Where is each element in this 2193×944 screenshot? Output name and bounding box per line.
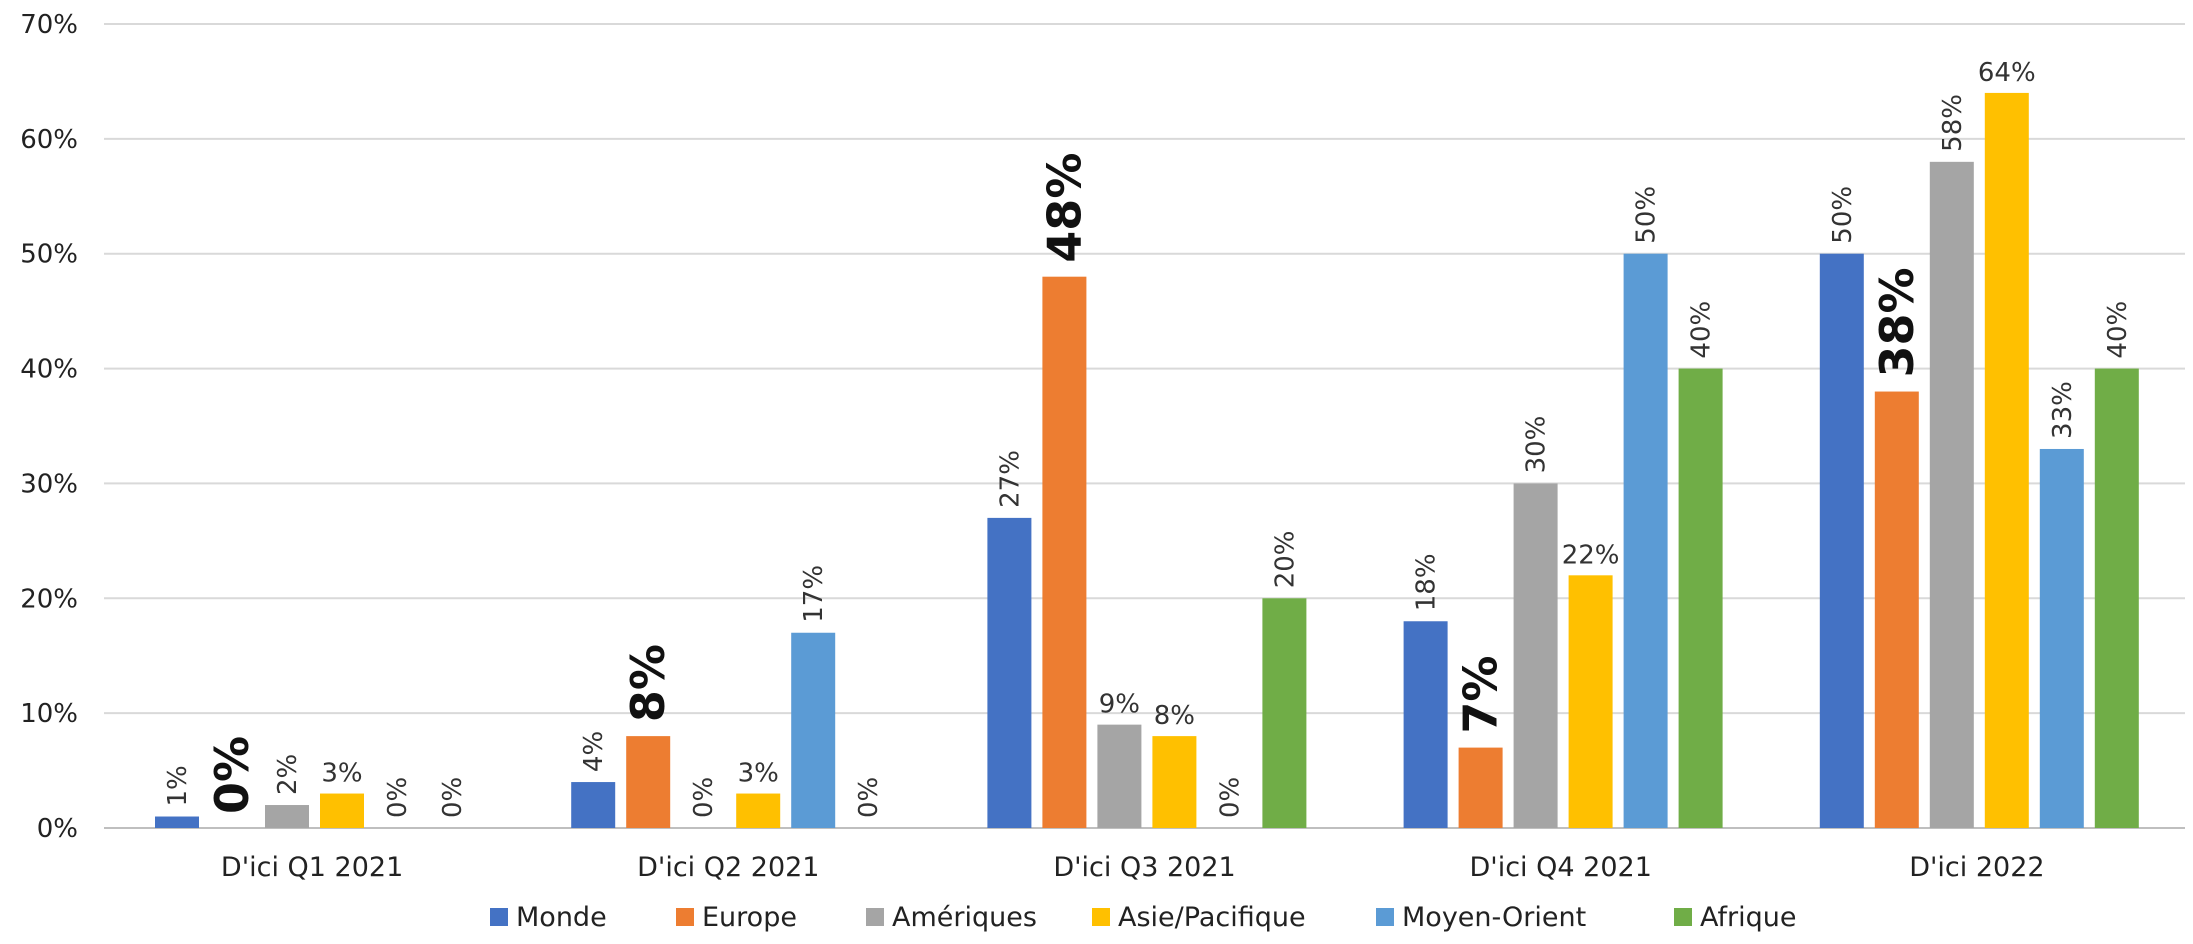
x-category-label: D'ici Q3 2021 <box>1053 852 1235 883</box>
bar <box>791 632 836 828</box>
data-label: 2% <box>273 754 303 795</box>
legend-label: Moyen-Orient <box>1402 902 1586 933</box>
y-tick-label: 30% <box>20 469 78 499</box>
data-label: 33% <box>2048 381 2078 439</box>
bar <box>320 793 364 828</box>
legend-label: Europe <box>702 902 797 933</box>
bar <box>1262 598 1307 828</box>
y-tick-label: 50% <box>20 240 78 270</box>
bar <box>1678 368 1723 828</box>
legend-label: Afrique <box>1700 902 1796 933</box>
data-label: 0% <box>854 777 884 818</box>
bar <box>1929 161 1974 829</box>
y-tick-label: 60% <box>20 125 78 155</box>
data-label: 22% <box>1562 540 1620 570</box>
legend-label: Asie/Pacifique <box>1118 902 1306 933</box>
legend-swatch <box>1674 908 1692 926</box>
bar <box>736 793 781 828</box>
x-axis: D'ici Q1 2021 D'ici Q2 2021 D'ici Q3 2021 D… <box>221 852 2045 883</box>
data-label: 20% <box>1270 530 1300 588</box>
data-label: 40% <box>1687 301 1717 359</box>
y-tick-label: 20% <box>20 584 78 614</box>
legend: Monde Europe Amériques Asie/Pacifique Moyen-… <box>490 902 1796 933</box>
data-label: 58% <box>1938 94 1968 152</box>
legend-swatch <box>490 908 508 926</box>
x-category-label: D'ici Q4 2021 <box>1470 852 1652 883</box>
gridlines <box>104 23 2185 829</box>
data-label: 8% <box>621 644 675 722</box>
x-category-label: D'ici 2022 <box>1909 852 2044 883</box>
bars <box>155 92 2139 829</box>
data-label: 18% <box>1412 553 1442 611</box>
data-label: 0% <box>689 777 719 818</box>
bar <box>265 805 309 828</box>
bar <box>1623 253 1668 828</box>
data-label: 17% <box>799 565 829 623</box>
legend-swatch <box>1092 908 1110 926</box>
data-label: 38% <box>1870 267 1924 377</box>
bar <box>1513 483 1558 828</box>
data-label: 0% <box>1215 777 1245 818</box>
legend-label: Monde <box>516 902 607 933</box>
bar <box>1984 92 2029 828</box>
data-label: 8% <box>1154 701 1195 731</box>
bar <box>2039 448 2084 828</box>
data-label: 0% <box>383 777 413 818</box>
bar <box>1042 276 1087 829</box>
data-label: 0% <box>205 736 259 814</box>
bar <box>1819 253 1864 828</box>
legend-swatch <box>866 908 884 926</box>
data-label: 48% <box>1037 153 1091 263</box>
y-tick-label: 40% <box>20 355 78 385</box>
bar <box>155 816 199 828</box>
bar <box>1403 621 1448 828</box>
data-label: 30% <box>1522 416 1552 474</box>
bar <box>1568 575 1613 828</box>
data-label: 9% <box>1099 690 1140 720</box>
bar <box>1097 724 1142 828</box>
y-tick-label: 10% <box>20 699 78 729</box>
data-labels: 1% 0% 2% 3% 0% 0% 4% 8% 0% 3% 17% 0% 27% 48% 9% 8% 0% 20%… <box>163 58 2133 818</box>
data-label: 3% <box>321 759 362 789</box>
data-label: 0% <box>438 777 468 818</box>
y-axis: 0% 10% 20% 30% 40% 50% 60% 70% <box>20 10 78 844</box>
x-category-label: D'ici Q2 2021 <box>637 852 819 883</box>
data-label: 3% <box>738 759 779 789</box>
data-label: 4% <box>579 731 609 772</box>
data-label: 1% <box>163 765 193 806</box>
data-label: 50% <box>1632 186 1662 244</box>
bar <box>1874 391 1919 828</box>
y-tick-label: 70% <box>20 10 78 40</box>
data-label: 40% <box>2103 301 2133 359</box>
data-label: 7% <box>1454 655 1508 733</box>
y-tick-label: 0% <box>37 814 78 844</box>
x-category-label: D'ici Q1 2021 <box>221 852 403 883</box>
data-label: 27% <box>995 450 1025 508</box>
data-label: 50% <box>1828 186 1858 244</box>
data-label: 64% <box>1978 58 2036 88</box>
bar <box>571 782 616 828</box>
bar <box>1152 736 1197 828</box>
legend-label: Amériques <box>892 902 1037 933</box>
legend-swatch <box>676 908 694 926</box>
bar <box>626 736 671 828</box>
legend-swatch <box>1376 908 1394 926</box>
bar <box>2094 368 2139 828</box>
bar <box>1458 747 1503 828</box>
bar <box>987 517 1032 828</box>
